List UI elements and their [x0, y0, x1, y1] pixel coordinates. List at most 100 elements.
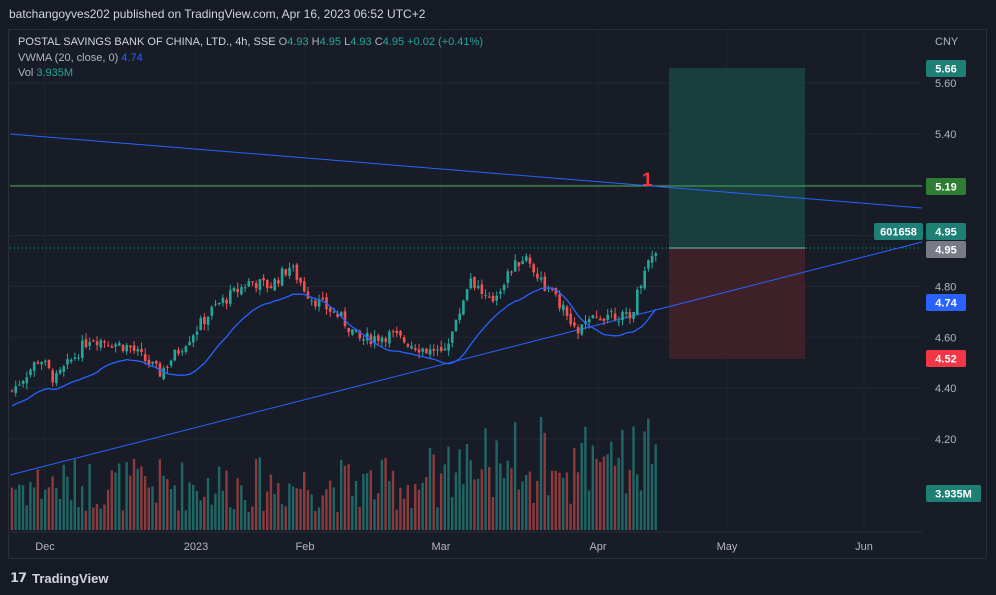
tradingview-brand[interactable]: 𝟭𝟳 TradingView	[10, 570, 108, 586]
svg-text:5.66: 5.66	[935, 64, 956, 76]
candle-body	[132, 345, 136, 351]
candle-body	[480, 284, 484, 294]
candle-body	[391, 331, 395, 333]
volume-bar	[454, 472, 458, 530]
candle-body	[495, 295, 498, 301]
volume-bar	[262, 510, 265, 530]
candle-body	[543, 276, 547, 291]
volume-bar	[99, 508, 102, 530]
volume-bar	[517, 489, 520, 530]
legend-symbol-row[interactable]: POSTAL SAVINGS BANK OF CHINA, LTD., 4h, …	[18, 36, 483, 48]
candle-body	[114, 344, 117, 347]
volume-bars	[10, 416, 657, 530]
legend-volume-row[interactable]: Vol 3.935M	[18, 66, 483, 82]
volume-bar	[391, 470, 395, 530]
annotation-marker[interactable]: 1	[642, 170, 653, 191]
volume-bar	[647, 418, 650, 530]
price-tick-label: 5.60	[935, 78, 956, 90]
candle-body	[465, 289, 469, 301]
volume-bar	[95, 503, 99, 530]
volume-bar	[284, 506, 287, 530]
candle-body	[140, 348, 143, 352]
volume-bar	[610, 441, 613, 530]
volume-bar	[425, 476, 428, 530]
candle-body	[573, 322, 576, 326]
candle-body	[373, 336, 376, 343]
candle-body	[288, 267, 291, 276]
volume-bar	[365, 473, 369, 530]
volume-bar	[543, 432, 546, 530]
candle-body	[32, 362, 36, 371]
candle-body	[40, 361, 43, 365]
volume-bar	[88, 464, 91, 530]
candle-body	[214, 303, 217, 305]
volume-bar	[180, 462, 184, 530]
candle-body	[10, 390, 14, 392]
volume-bar	[136, 468, 139, 530]
volume-bar	[303, 471, 306, 530]
candle-body	[488, 296, 491, 298]
candle-body	[650, 256, 654, 263]
candle-body	[162, 368, 165, 380]
volume-bar	[325, 489, 328, 530]
volume-bar	[573, 448, 576, 530]
descending-trendline[interactable]	[9, 133, 923, 209]
volume-bar	[340, 459, 343, 530]
legend-vwma-row[interactable]: VWMA (20, close, 0) 4.74	[18, 51, 483, 67]
svg-text:3.935M: 3.935M	[935, 489, 972, 501]
volume-bar	[254, 459, 258, 530]
volume-bar	[291, 486, 295, 530]
volume-bar	[273, 494, 276, 530]
volume-bar	[155, 502, 158, 530]
brand-name: TradingView	[32, 570, 109, 586]
svg-text:4.95: 4.95	[935, 227, 956, 239]
target-zone[interactable]	[669, 68, 805, 248]
volume-bar	[92, 507, 95, 530]
high-value: 4.95	[319, 36, 342, 48]
volume-bar	[488, 466, 491, 530]
candle-body	[417, 349, 421, 353]
volume-bar	[650, 464, 654, 530]
candle-body	[384, 338, 387, 342]
candle-body	[406, 344, 410, 347]
stop-zone[interactable]	[669, 248, 805, 359]
close-value: 4.95	[382, 36, 405, 48]
volume-bar	[617, 457, 620, 530]
candle-body	[340, 312, 343, 317]
candle-body	[192, 335, 195, 343]
candle-body	[106, 345, 110, 347]
volume-bar	[32, 487, 36, 530]
volume-bar	[81, 486, 84, 530]
candle-body	[36, 362, 40, 364]
volume-bar	[277, 482, 280, 530]
volume-bar	[118, 463, 121, 530]
volume-bar	[562, 477, 565, 530]
volume-bar	[587, 490, 591, 530]
candle-body	[55, 372, 58, 384]
volume-bar	[151, 486, 154, 530]
volume-bar	[310, 494, 313, 530]
volume-bar	[321, 495, 324, 530]
stop-price-badge: 4.52	[926, 350, 966, 367]
candle-body	[421, 348, 424, 352]
candle-body	[336, 313, 339, 317]
volume-bar	[599, 461, 602, 530]
volume-bar	[458, 449, 461, 530]
ascending-trendline[interactable]	[9, 241, 923, 476]
candle-body	[184, 346, 188, 352]
volume-bar	[66, 476, 69, 530]
candle-body	[654, 253, 658, 256]
candle-body	[462, 300, 465, 315]
volume-bar	[221, 490, 224, 530]
candle-body	[103, 341, 106, 343]
volume-bar	[166, 479, 169, 530]
candle-body	[414, 347, 417, 350]
candle-body	[166, 366, 169, 368]
candle-body	[513, 260, 517, 272]
candle-body	[428, 349, 432, 355]
candle-body	[143, 354, 147, 362]
candle-body	[539, 277, 543, 280]
candle-body	[332, 311, 336, 313]
candle-body	[236, 288, 239, 293]
